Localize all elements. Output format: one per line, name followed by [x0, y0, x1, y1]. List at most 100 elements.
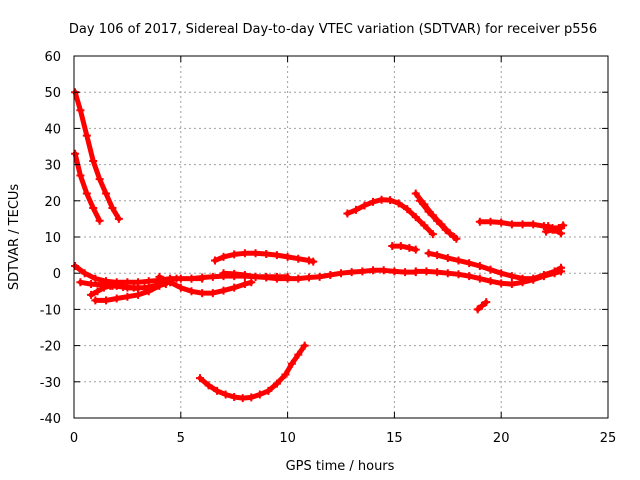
- data-point: [315, 272, 324, 281]
- data-point: [411, 245, 420, 254]
- data-point: [240, 271, 249, 280]
- data-point: [287, 359, 296, 368]
- data-point: [557, 229, 566, 238]
- data-point: [486, 265, 495, 274]
- series-s5: [87, 281, 143, 299]
- y-tick-label: 50: [44, 86, 61, 101]
- y-tick-label: -10: [40, 303, 61, 318]
- data-point: [294, 254, 303, 263]
- data-point: [82, 131, 91, 140]
- x-tick-label: 20: [493, 431, 510, 446]
- data-point: [300, 341, 309, 350]
- data-point: [155, 281, 164, 290]
- grid-lines: [74, 56, 608, 418]
- data-point: [95, 216, 104, 225]
- data-point: [166, 278, 175, 287]
- data-point: [379, 266, 388, 275]
- series-trace: [189, 267, 419, 282]
- data-point: [507, 220, 516, 229]
- data-point: [240, 249, 249, 258]
- y-tick-label: 30: [44, 159, 61, 174]
- y-tick-label: 60: [44, 50, 61, 65]
- y-tick-label: -40: [40, 412, 61, 427]
- data-point: [475, 274, 484, 283]
- data-point: [80, 269, 89, 278]
- data-point: [93, 287, 102, 296]
- data-point: [210, 256, 219, 265]
- x-tick-label: 0: [70, 431, 78, 446]
- data-points: [71, 88, 568, 403]
- data-point: [123, 283, 132, 292]
- data-point: [550, 269, 559, 278]
- data-point: [550, 225, 559, 234]
- data-point: [559, 221, 568, 230]
- chart-title: Day 106 of 2017, Sidereal Day-to-day VTE…: [69, 22, 597, 37]
- data-point: [529, 275, 538, 284]
- data-point: [213, 386, 222, 395]
- data-point: [518, 220, 527, 229]
- data-point: [272, 272, 281, 281]
- series-s11: [196, 341, 309, 403]
- data-point: [326, 271, 335, 280]
- y-tick-label: 40: [44, 122, 61, 137]
- data-point: [369, 266, 378, 275]
- y-tick-label: 10: [44, 231, 61, 246]
- data-point: [95, 175, 104, 184]
- data-point: [87, 290, 96, 299]
- series-s10: [219, 269, 292, 281]
- data-point: [76, 171, 85, 180]
- x-tick-label: 25: [600, 431, 617, 446]
- data-point: [497, 218, 506, 227]
- data-point: [396, 242, 405, 251]
- data-point: [388, 242, 397, 251]
- data-point: [473, 305, 482, 314]
- data-point: [497, 279, 506, 288]
- data-point: [294, 274, 303, 283]
- data-point: [172, 274, 181, 283]
- data-point: [219, 252, 228, 261]
- data-point: [219, 286, 228, 295]
- data-point: [76, 278, 85, 287]
- data-point: [507, 280, 516, 289]
- data-point: [433, 216, 442, 225]
- data-point: [134, 290, 143, 299]
- data-point: [262, 272, 271, 281]
- data-point: [240, 280, 249, 289]
- data-point: [89, 204, 98, 213]
- data-point: [102, 189, 111, 198]
- data-point: [102, 296, 111, 305]
- x-axis-label: GPS time / hours: [286, 459, 395, 474]
- data-point: [428, 230, 437, 239]
- data-point: [420, 221, 429, 230]
- data-point: [238, 394, 247, 403]
- data-point: [454, 270, 463, 279]
- data-point: [482, 298, 491, 307]
- series-trace: [156, 274, 254, 296]
- series-s15: [388, 242, 420, 254]
- data-point: [251, 249, 260, 258]
- data-point: [187, 287, 196, 296]
- data-point: [230, 250, 239, 259]
- data-point: [450, 233, 459, 241]
- data-point: [443, 269, 452, 278]
- data-point: [304, 256, 313, 265]
- series-s2: [71, 149, 104, 225]
- data-point: [424, 207, 433, 216]
- series-s8: [210, 249, 318, 266]
- data-point: [544, 222, 553, 231]
- data-point: [112, 294, 121, 303]
- data-point: [465, 259, 474, 268]
- series-s14: [416, 196, 459, 241]
- data-point: [187, 274, 196, 283]
- series-s17: [411, 267, 566, 289]
- series-s12: [343, 195, 437, 239]
- data-point: [411, 213, 420, 222]
- data-point: [443, 253, 452, 262]
- data-point: [272, 251, 281, 260]
- x-tick-label: 15: [386, 431, 403, 446]
- data-point: [71, 149, 80, 158]
- data-point: [347, 268, 356, 277]
- x-tick-label: 5: [177, 431, 185, 446]
- data-point: [108, 204, 117, 213]
